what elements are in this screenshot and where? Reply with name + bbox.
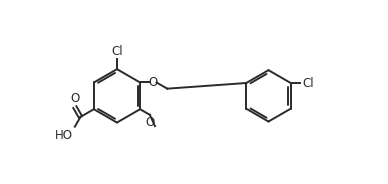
Text: O: O <box>148 76 158 89</box>
Text: O: O <box>145 116 154 129</box>
Text: Cl: Cl <box>111 45 123 58</box>
Text: HO: HO <box>55 129 73 142</box>
Text: Cl: Cl <box>302 77 314 89</box>
Text: O: O <box>70 92 80 105</box>
